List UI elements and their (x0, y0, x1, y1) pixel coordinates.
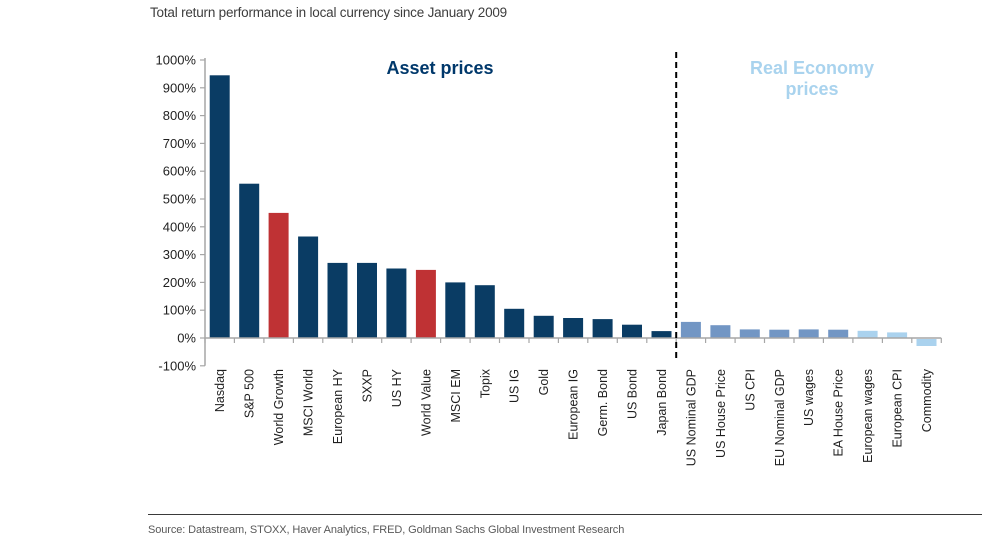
x-category-label-us-hy: US HY (390, 368, 404, 407)
bar-european-cpi (887, 332, 908, 338)
x-category-label-germ-bond: Germ. Bond (596, 369, 610, 436)
y-tick-label: 700% (163, 136, 197, 151)
bar-msci-em (445, 282, 466, 338)
x-category-label-european-ig: European IG (567, 369, 581, 440)
y-tick-label: 100% (163, 303, 197, 318)
bar-eu-nominal-gdp (769, 329, 790, 338)
bar-european-hy (327, 262, 348, 338)
bar-us-nominal-gdp (680, 321, 701, 338)
bar-sxxp (357, 262, 377, 338)
bar-us-ig (504, 308, 525, 338)
y-tick-label: 800% (163, 108, 197, 123)
bar-germ-bond (592, 319, 613, 338)
chart-title: Total return performance in local curren… (150, 5, 507, 20)
x-category-label-nasdaq: Nasdaq (213, 369, 227, 412)
section-title-asset-prices: Asset prices (386, 58, 493, 78)
x-category-label-us-house-price: US House Price (714, 369, 728, 458)
bar-nasdaq (209, 75, 230, 339)
x-category-label-european-cpi: European CPI (891, 369, 905, 448)
x-category-label-sxxp: SXXP (361, 369, 375, 402)
source-line: Source: Datastream, STOXX, Haver Analyti… (148, 524, 625, 536)
x-category-label-us-nominal-gdp: US Nominal GDP (684, 369, 698, 466)
x-category-label-us-cpi: US CPI (743, 369, 757, 411)
bar-gold (533, 315, 554, 338)
bar-us-hy (386, 268, 407, 338)
bar-us-wages (798, 329, 819, 338)
x-category-label-us-bond: US Bond (626, 369, 640, 419)
x-category-label-eu-nominal-gdp: EU Nominal GDP (773, 369, 787, 466)
x-category-label-japan-bond: Japan Bond (655, 369, 669, 436)
y-tick-label: -100% (158, 358, 196, 373)
bar-commodity (916, 339, 937, 346)
x-category-label-ea-house-price: EA House Price (832, 369, 846, 457)
x-category-label-msci-world: MSCI World (302, 369, 316, 436)
x-category-label-us-wages: US wages (802, 369, 816, 426)
y-tick-label: 200% (163, 275, 197, 290)
bar-ea-house-price (828, 329, 849, 338)
x-category-label-world-value: World Value (419, 369, 433, 436)
bar-world-growth (268, 212, 289, 338)
performance-bar-chart: Nasdaq S&P 500 World Growth MSCI World Europ… (156, 52, 942, 466)
x-category-label-gold: Gold (537, 369, 551, 395)
bar-european-wages (857, 330, 878, 338)
x-category-label-european-wages: European wages (861, 369, 875, 463)
y-tick-label: 500% (163, 192, 197, 207)
bar-us-bond (622, 324, 642, 338)
bar-us-cpi (739, 329, 760, 338)
y-tick-label: 300% (163, 247, 197, 262)
bar-us-house-price (710, 325, 731, 338)
y-tick-label: 600% (163, 164, 197, 179)
y-tick-label: 0% (177, 331, 196, 346)
x-category-label-topix: Topix (478, 368, 492, 398)
bar-s-p-500 (239, 183, 260, 338)
section-title-real-economy-prices: prices (785, 79, 838, 99)
x-category-label-commodity: Commodity (920, 368, 934, 432)
bar-world-value (415, 269, 436, 338)
x-category-label-msci-em: MSCI EM (449, 369, 463, 422)
x-category-label-us-ig: US IG (508, 369, 522, 403)
bar-msci-world (298, 236, 319, 338)
bar-japan-bond (651, 331, 672, 339)
bar-european-ig (563, 318, 584, 338)
footer-divider (148, 514, 982, 515)
x-category-label-s-p-500: S&P 500 (243, 369, 257, 418)
bar-topix (474, 285, 495, 338)
x-category-label-world-growth: World Growth (272, 369, 286, 445)
x-category-label-european-hy: European HY (331, 368, 345, 444)
section-title-real-economy-prices: Real Economy (750, 58, 874, 78)
y-tick-label: 900% (163, 80, 197, 95)
y-tick-label: 400% (163, 219, 197, 234)
y-tick-label: 1000% (156, 53, 197, 68)
